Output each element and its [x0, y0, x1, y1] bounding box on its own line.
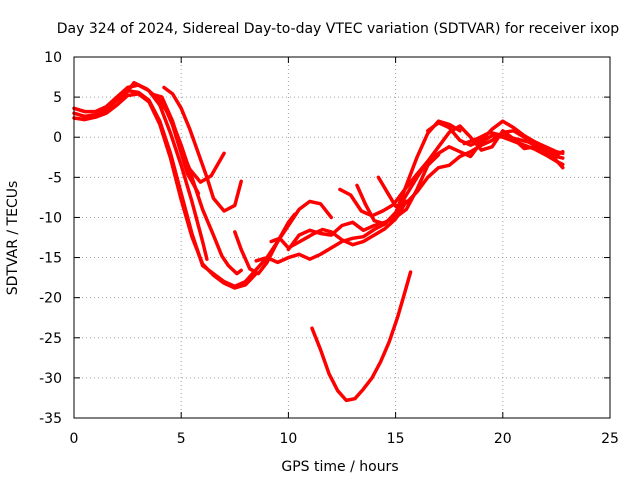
x-tick-label: 25 [601, 431, 619, 447]
series-line-track-4 [119, 80, 243, 276]
x-tick-label: 5 [177, 431, 186, 447]
y-tick-label: -10 [39, 210, 62, 226]
series-line-track-6 [162, 85, 243, 213]
y-tick-label: -35 [39, 411, 62, 427]
series-line-track-14 [355, 124, 565, 226]
grid-lines [74, 57, 610, 418]
series-line-track-2 [72, 92, 258, 290]
y-tick-label: 0 [53, 130, 62, 146]
y-tick-label: -25 [39, 331, 62, 347]
y-tick-label: -5 [48, 170, 62, 186]
x-tick-label: 15 [387, 431, 405, 447]
y-tick-label: 5 [53, 90, 62, 106]
series-line-track-9 [254, 199, 334, 263]
plot-frame [73, 56, 611, 419]
series-line-track-17 [462, 130, 565, 170]
y-axis-title: SDTVAR / TECUs [5, 181, 21, 296]
series-line-track-18 [310, 270, 413, 403]
series-line-track-16 [426, 119, 565, 157]
series-line-track-7 [153, 93, 201, 196]
y-tick-label: -30 [39, 371, 62, 387]
y-tick-label: -20 [39, 291, 62, 307]
tick-labels: 0 5 10 15 20 25 -35 -30 -25 -20 -15 -10 -5 0 5 10 [39, 50, 619, 447]
y-tick-label: -15 [39, 251, 62, 267]
x-axis-title: GPS time / hours [281, 459, 398, 475]
series-line-track-10 [265, 119, 462, 265]
x-tick-label: 20 [494, 431, 512, 447]
data-series [72, 80, 565, 403]
x-tick-label: 10 [279, 431, 297, 447]
series-line-track-5 [149, 92, 226, 184]
chart-title: Day 324 of 2024, Sidereal Day-to-day VTE… [57, 21, 620, 37]
y-tick-label: 10 [44, 50, 62, 66]
x-tick-label: 0 [70, 431, 79, 447]
